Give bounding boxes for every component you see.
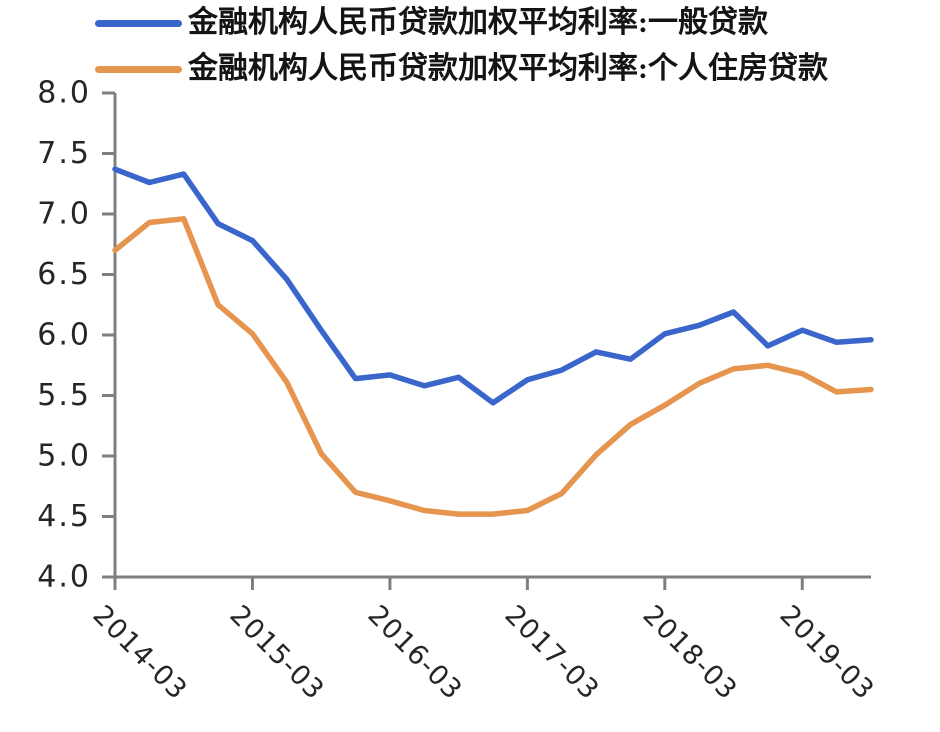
series-line-general-loans: [112, 166, 874, 406]
y-axis-tick-label: 5.5: [37, 378, 91, 413]
legend-line-swatch-blue: [95, 19, 182, 27]
legend-item-housing-loans: 金融机构人民币贷款加权平均利率:个人住房贷款: [95, 48, 828, 90]
legend: 金融机构人民币贷款加权平均利率:一般贷款 金融机构人民币贷款加权平均利率:个人住…: [95, 2, 828, 90]
y-axis-tick-label: 7.0: [37, 197, 91, 232]
legend-line-swatch-orange: [95, 65, 182, 73]
y-axis-tick-label: 8.0: [37, 76, 91, 111]
y-axis-tick-label: 4.0: [37, 560, 91, 595]
legend-label-general-loans: 金融机构人民币贷款加权平均利率:一般贷款: [188, 6, 768, 39]
legend-item-general-loans: 金融机构人民币贷款加权平均利率:一般贷款: [95, 2, 828, 44]
y-axis-tick-label: 6.5: [37, 257, 91, 292]
y-axis-tick-label: 4.5: [37, 499, 91, 534]
y-axis-tick-label: 5.0: [37, 439, 91, 474]
y-axis-tick-label: 6.0: [37, 318, 91, 353]
y-axis-tick-label: 7.5: [37, 136, 91, 171]
legend-label-housing-loans: 金融机构人民币贷款加权平均利率:个人住房贷款: [188, 52, 828, 85]
series-line-housing-loans: [112, 216, 874, 517]
